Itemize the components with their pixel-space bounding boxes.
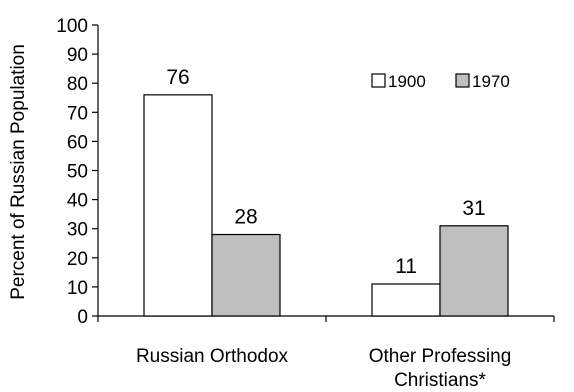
y-tick-label: 10 xyxy=(67,278,88,299)
data-labels: 76 28 11 31 xyxy=(166,66,485,278)
bar-1900-1 xyxy=(371,283,441,317)
y-tick-label: 20 xyxy=(67,249,88,270)
category-labels: Russian Orthodox Other Professing Christia… xyxy=(136,346,511,391)
bar-1900-0 xyxy=(143,94,213,317)
y-axis-label: Percent of Russian Population xyxy=(8,44,29,300)
y-tick-label: 30 xyxy=(67,220,88,241)
data-label: 31 xyxy=(462,197,485,220)
legend-label: 1970 xyxy=(472,72,510,91)
y-tick-label: 70 xyxy=(67,103,88,124)
legend-label: 1900 xyxy=(388,72,426,91)
bar-1970-1 xyxy=(439,225,509,317)
y-ticks: 0 10 20 30 40 50 60 70 80 90 100 xyxy=(56,16,98,328)
category-label: Christians* xyxy=(394,370,486,391)
category-label: Russian Orthodox xyxy=(136,346,289,367)
y-tick-label: 40 xyxy=(67,191,88,212)
bar-1970-0 xyxy=(211,233,281,317)
legend-swatch xyxy=(455,73,470,88)
y-tick-label: 100 xyxy=(56,16,88,37)
data-label: 76 xyxy=(166,66,189,89)
axes: 0 10 20 30 40 50 60 70 80 90 100 xyxy=(56,16,555,328)
legend-swatch xyxy=(371,73,386,88)
y-tick-label: 80 xyxy=(67,74,88,95)
y-tick-label: 0 xyxy=(77,307,88,328)
y-tick-label: 60 xyxy=(67,132,88,153)
y-tick-label: 90 xyxy=(67,45,88,66)
data-label: 11 xyxy=(395,255,417,278)
category-label: Other Professing xyxy=(369,346,512,367)
legend: 1900 1970 xyxy=(371,72,510,91)
bars xyxy=(143,94,509,317)
x-ticks xyxy=(97,316,555,322)
y-tick-label: 50 xyxy=(67,162,88,183)
data-label: 28 xyxy=(234,206,257,229)
